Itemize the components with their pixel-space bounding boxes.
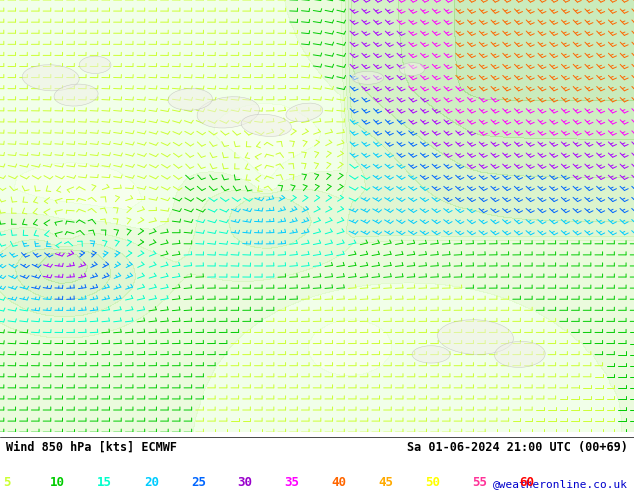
Ellipse shape: [495, 342, 545, 368]
Text: 35: 35: [285, 476, 300, 489]
Ellipse shape: [437, 320, 514, 354]
Text: 20: 20: [144, 476, 159, 489]
Text: 40: 40: [332, 476, 347, 489]
Text: 25: 25: [191, 476, 206, 489]
Text: 10: 10: [50, 476, 65, 489]
Ellipse shape: [241, 114, 292, 136]
Text: 5: 5: [3, 476, 11, 489]
Text: Wind 850 hPa [kts] ECMWF: Wind 850 hPa [kts] ECMWF: [6, 441, 178, 454]
Text: 30: 30: [238, 476, 253, 489]
Ellipse shape: [197, 97, 259, 128]
Text: 15: 15: [97, 476, 112, 489]
Ellipse shape: [412, 346, 450, 363]
Ellipse shape: [54, 84, 98, 106]
Text: 50: 50: [425, 476, 441, 489]
Ellipse shape: [168, 89, 212, 110]
Text: Sa 01-06-2024 21:00 UTC (00+69): Sa 01-06-2024 21:00 UTC (00+69): [407, 441, 628, 454]
Text: @weatheronline.co.uk: @weatheronline.co.uk: [493, 479, 628, 489]
Ellipse shape: [352, 72, 384, 84]
Text: 60: 60: [519, 476, 534, 489]
Ellipse shape: [286, 103, 323, 122]
Text: 45: 45: [378, 476, 394, 489]
Ellipse shape: [399, 63, 425, 75]
Ellipse shape: [22, 65, 79, 91]
Text: 55: 55: [472, 476, 488, 489]
Ellipse shape: [79, 56, 111, 74]
